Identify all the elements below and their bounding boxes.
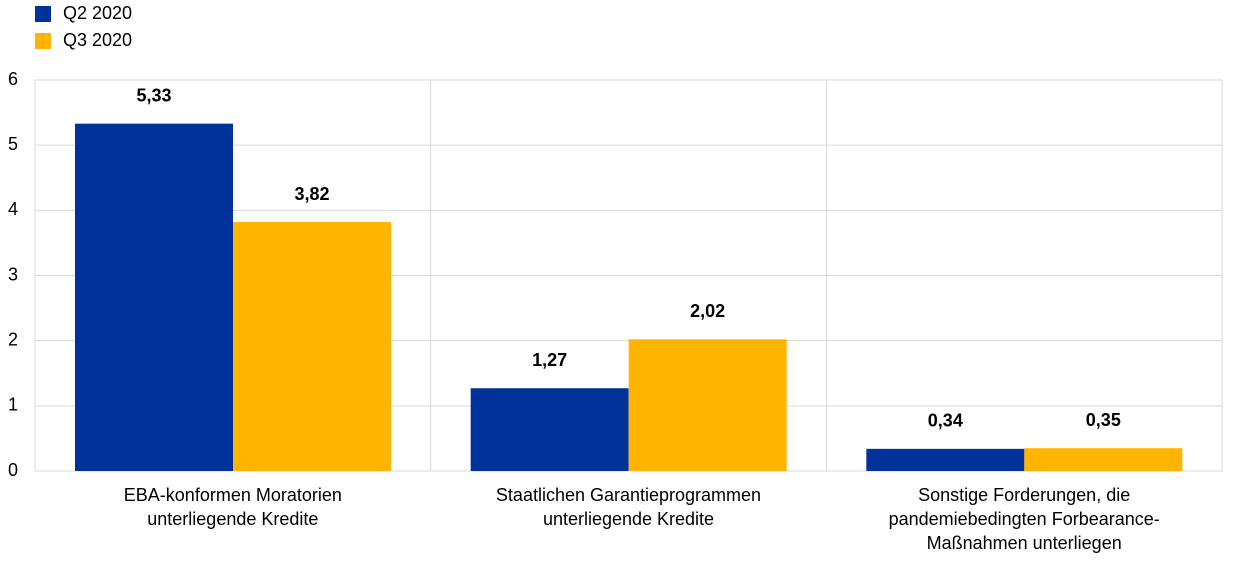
bar bbox=[1024, 448, 1183, 471]
y-tick-label: 4 bbox=[8, 199, 18, 219]
value-label: 0,35 bbox=[1086, 410, 1121, 430]
value-label: 1,27 bbox=[532, 350, 567, 370]
y-tick-label: 3 bbox=[8, 264, 18, 284]
value-label: 0,34 bbox=[928, 411, 963, 431]
legend-label: Q2 2020 bbox=[63, 3, 132, 23]
bar bbox=[75, 123, 233, 471]
legend-label: Q3 2020 bbox=[63, 30, 132, 50]
legend-swatch bbox=[35, 6, 51, 22]
legend-swatch bbox=[35, 33, 51, 49]
bar bbox=[233, 222, 391, 471]
y-tick-label: 2 bbox=[8, 329, 18, 349]
y-tick-label: 1 bbox=[8, 395, 18, 415]
x-tick-label: Sonstige Forderungen, die bbox=[918, 485, 1130, 505]
value-label: 3,82 bbox=[294, 184, 329, 204]
y-tick-label: 5 bbox=[8, 134, 18, 154]
y-tick-label: 6 bbox=[8, 69, 18, 89]
x-tick-label: unterliegende Kredite bbox=[147, 509, 318, 529]
bar bbox=[628, 339, 787, 471]
value-label: 2,02 bbox=[690, 301, 725, 321]
x-tick-label: Staatlichen Garantieprogrammen bbox=[496, 485, 761, 505]
x-tick-label: EBA-konformen Moratorien bbox=[124, 485, 342, 505]
bar bbox=[470, 388, 629, 471]
bar bbox=[866, 448, 1025, 471]
value-label: 5,33 bbox=[136, 85, 171, 105]
x-tick-label: pandemiebedingten Forbearance- bbox=[889, 509, 1160, 529]
x-tick-label: Maßnahmen unterliegen bbox=[927, 533, 1122, 553]
y-tick-label: 0 bbox=[8, 460, 18, 480]
x-tick-label: unterliegende Kredite bbox=[543, 509, 714, 529]
